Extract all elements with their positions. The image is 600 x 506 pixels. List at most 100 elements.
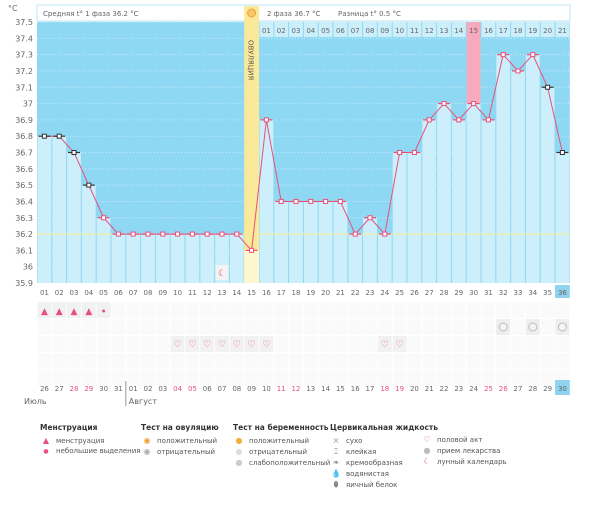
- sun-icon: [247, 8, 257, 18]
- event-cell: [392, 370, 407, 386]
- event-cell: [422, 302, 437, 318]
- legend-item: яичный белок: [346, 481, 398, 489]
- cycle-day-label: 12: [203, 289, 212, 297]
- cycle-day-label: 24: [380, 289, 389, 297]
- pill-icon: [528, 322, 538, 332]
- event-cell: [200, 353, 215, 369]
- phase2-day-label: 05: [321, 27, 330, 35]
- cycle-day-label: 35: [543, 289, 552, 297]
- ovulation-negative-icon: ◉: [143, 447, 151, 456]
- event-cell: [437, 370, 451, 386]
- cycle-day-label: 22: [351, 289, 360, 297]
- ovulation-positive-icon: ◉: [143, 436, 151, 445]
- temperature-point: [204, 231, 210, 237]
- temperature-bar: [392, 152, 407, 283]
- phase2-day-label: 10: [395, 27, 404, 35]
- event-cell: [348, 319, 363, 335]
- date-label: 26: [499, 385, 508, 393]
- temperature-bar: [170, 234, 185, 283]
- event-cell: [274, 319, 289, 335]
- event-cell: [185, 336, 200, 352]
- event-cell: [407, 370, 422, 386]
- phase2-day-label: 06: [336, 27, 345, 35]
- date-label: 13: [306, 385, 315, 393]
- temperature-bar: [363, 217, 377, 283]
- highlighted-day-column: [466, 37, 481, 104]
- temperature-point: [337, 198, 343, 204]
- cycle-day-label: 09: [158, 289, 167, 297]
- legend-item: клейкая: [346, 448, 377, 456]
- phase2-day-cell: [377, 22, 392, 37]
- event-cell: [481, 353, 496, 369]
- cycle-day-label: 33: [514, 289, 523, 297]
- light-discharge-icon: ●: [43, 448, 49, 455]
- cycle-day-label: 26: [410, 289, 419, 297]
- legend-item: слабоположительный: [249, 459, 331, 467]
- cycle-day-label: 05: [99, 289, 108, 297]
- bbt-chart: °C Средняя t° 1 фаза 36.2 °C 2 фаза 36.7…: [8, 4, 571, 406]
- temperature-point: [367, 215, 373, 221]
- event-cell: [67, 336, 81, 352]
- event-cell: [318, 336, 333, 352]
- date-label: 28: [70, 385, 79, 393]
- date-label: 15: [336, 385, 345, 393]
- date-label: 27: [514, 385, 523, 393]
- cycle-day-label: 29: [454, 289, 463, 297]
- temperature-point: [530, 52, 536, 58]
- event-cell: [141, 302, 155, 318]
- event-cell: [540, 370, 555, 386]
- cycle-day-label: 32: [499, 289, 508, 297]
- event-cell: [111, 302, 126, 318]
- month-label-july: Июль: [24, 397, 47, 406]
- temperature-point: [515, 68, 521, 74]
- event-cell: [126, 353, 141, 369]
- phase2-day-label: 04: [306, 27, 315, 35]
- event-cell: [200, 302, 215, 318]
- cycle-day-label: 25: [395, 289, 404, 297]
- event-cell: [540, 353, 555, 369]
- event-cell: [200, 370, 215, 386]
- event-cell: [289, 370, 303, 386]
- event-cell: [451, 302, 466, 318]
- y-tick-label: 36.8: [15, 132, 33, 141]
- legend-menstruation: Менструация ▲ менструация ● небольшие выде…: [40, 423, 141, 457]
- phase2-day-label: 21: [558, 27, 567, 35]
- event-cell: [363, 302, 377, 318]
- temperature-bar: [185, 234, 200, 283]
- phase2-day-cell: [363, 22, 377, 37]
- phase2-day-label: 20: [543, 27, 552, 35]
- ovulation-label: ОВУЛЯЦИЯ: [247, 40, 255, 80]
- event-cell: [392, 336, 407, 352]
- event-cell: [244, 353, 259, 369]
- date-label: 27: [55, 385, 64, 393]
- unit-label: °C: [8, 4, 18, 13]
- event-cell: [377, 336, 392, 352]
- phase2-day-label: 02: [277, 27, 286, 35]
- y-tick-label: 36.5: [15, 181, 33, 190]
- ovulation-bar: [244, 250, 259, 283]
- legend-item: положительный: [249, 437, 310, 445]
- menstruation-icon: ▲: [85, 307, 92, 317]
- menstruation-icon: ▲: [56, 307, 63, 317]
- event-cell: [481, 319, 496, 335]
- phase2-day-cell: [481, 22, 496, 37]
- sticky-icon: ⌶: [333, 447, 339, 456]
- event-cell: [185, 353, 200, 369]
- cycle-day-label: 27: [425, 289, 434, 297]
- temperature-point: [397, 150, 403, 155]
- event-cell: [274, 370, 289, 386]
- date-label: 22: [440, 385, 449, 393]
- cycle-day-label: 06: [114, 289, 123, 297]
- date-label: 20: [410, 385, 419, 393]
- temperature-bar: [274, 201, 289, 283]
- phase2-day-cell: [274, 22, 289, 37]
- phase2-day-label: 17: [499, 27, 508, 35]
- event-cell: [170, 302, 185, 318]
- phase2-day-cell: [259, 22, 274, 37]
- event-cell: [96, 353, 111, 369]
- heart-icon: ♡: [248, 340, 256, 350]
- date-label: 16: [351, 385, 360, 393]
- event-cell: [481, 302, 496, 318]
- date-label: 30: [558, 385, 567, 393]
- temperature-bar: [422, 119, 437, 283]
